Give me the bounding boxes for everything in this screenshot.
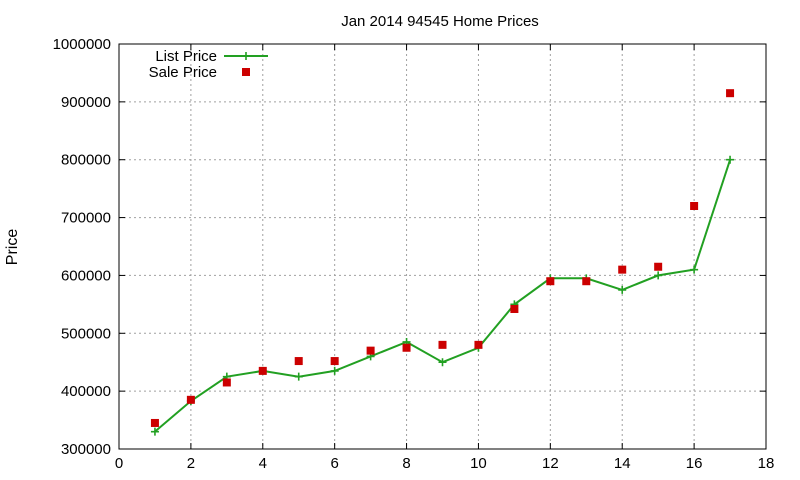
y-tick-label: 800000 [61,152,111,169]
list-price-point [690,265,699,274]
sale-price-point [438,340,447,349]
legend-label: List Price [155,48,217,65]
sale-price-point [582,277,591,286]
sale-price-point [474,340,483,349]
sale-price-point [186,395,195,404]
x-tick-label: 8 [402,455,410,472]
sale-price-point [330,357,339,366]
grid-lines [119,44,766,449]
x-tick-label: 10 [470,455,487,472]
list-price-point [618,285,627,294]
series-list-price [150,155,735,436]
sale-price-point [402,343,411,352]
sale-price-point [258,366,267,375]
y-tick-label: 700000 [61,210,111,227]
list-price-point [438,358,447,367]
y-axis-label: Price [4,229,21,266]
x-tick-label: 12 [542,455,559,472]
legend-plus-sample [242,52,250,60]
y-tick-label: 300000 [61,441,111,458]
list-price-point [726,155,735,164]
y-tick-label: 900000 [61,94,111,111]
sale-price-point [618,265,627,274]
sale-price-point [546,277,555,286]
sale-price-point [222,378,231,387]
sale-price-point [726,89,735,98]
list-price-point [150,427,159,436]
list-price-point [654,271,663,280]
y-tick-label: 600000 [61,267,111,284]
x-tick-label: 0 [115,455,123,472]
plot-frame [118,43,767,450]
x-tick-label: 16 [686,455,703,472]
x-tick-label: 4 [259,455,267,472]
x-tick-label: 14 [614,455,631,472]
list-price-line [154,159,732,433]
y-tick-label: 500000 [61,325,111,342]
sale-price-point [654,262,663,271]
sale-price-point [510,304,519,313]
series-sale-price [150,89,735,427]
series-layer [150,89,735,436]
chart-title: Jan 2014 94545 Home Prices [341,13,539,30]
x-tick-label: 6 [330,455,338,472]
legend-square-sample [242,68,250,76]
y-tick-label: 1000000 [53,36,111,53]
sale-price-point [294,357,303,366]
x-tick-label: 18 [758,455,775,472]
sale-price-point [690,202,699,210]
x-tick-label: 2 [187,455,195,472]
legend-label: Sale Price [149,64,217,81]
list-price-point [294,372,303,381]
sale-price-point [366,346,375,355]
axis-ticks: 0 2 4 6 8 10 12 14 16 18 300000 400000 500000 600000 7… [53,36,775,472]
y-tick-label: 400000 [61,383,111,400]
list-price-point [330,366,339,375]
sale-price-point [150,418,159,427]
